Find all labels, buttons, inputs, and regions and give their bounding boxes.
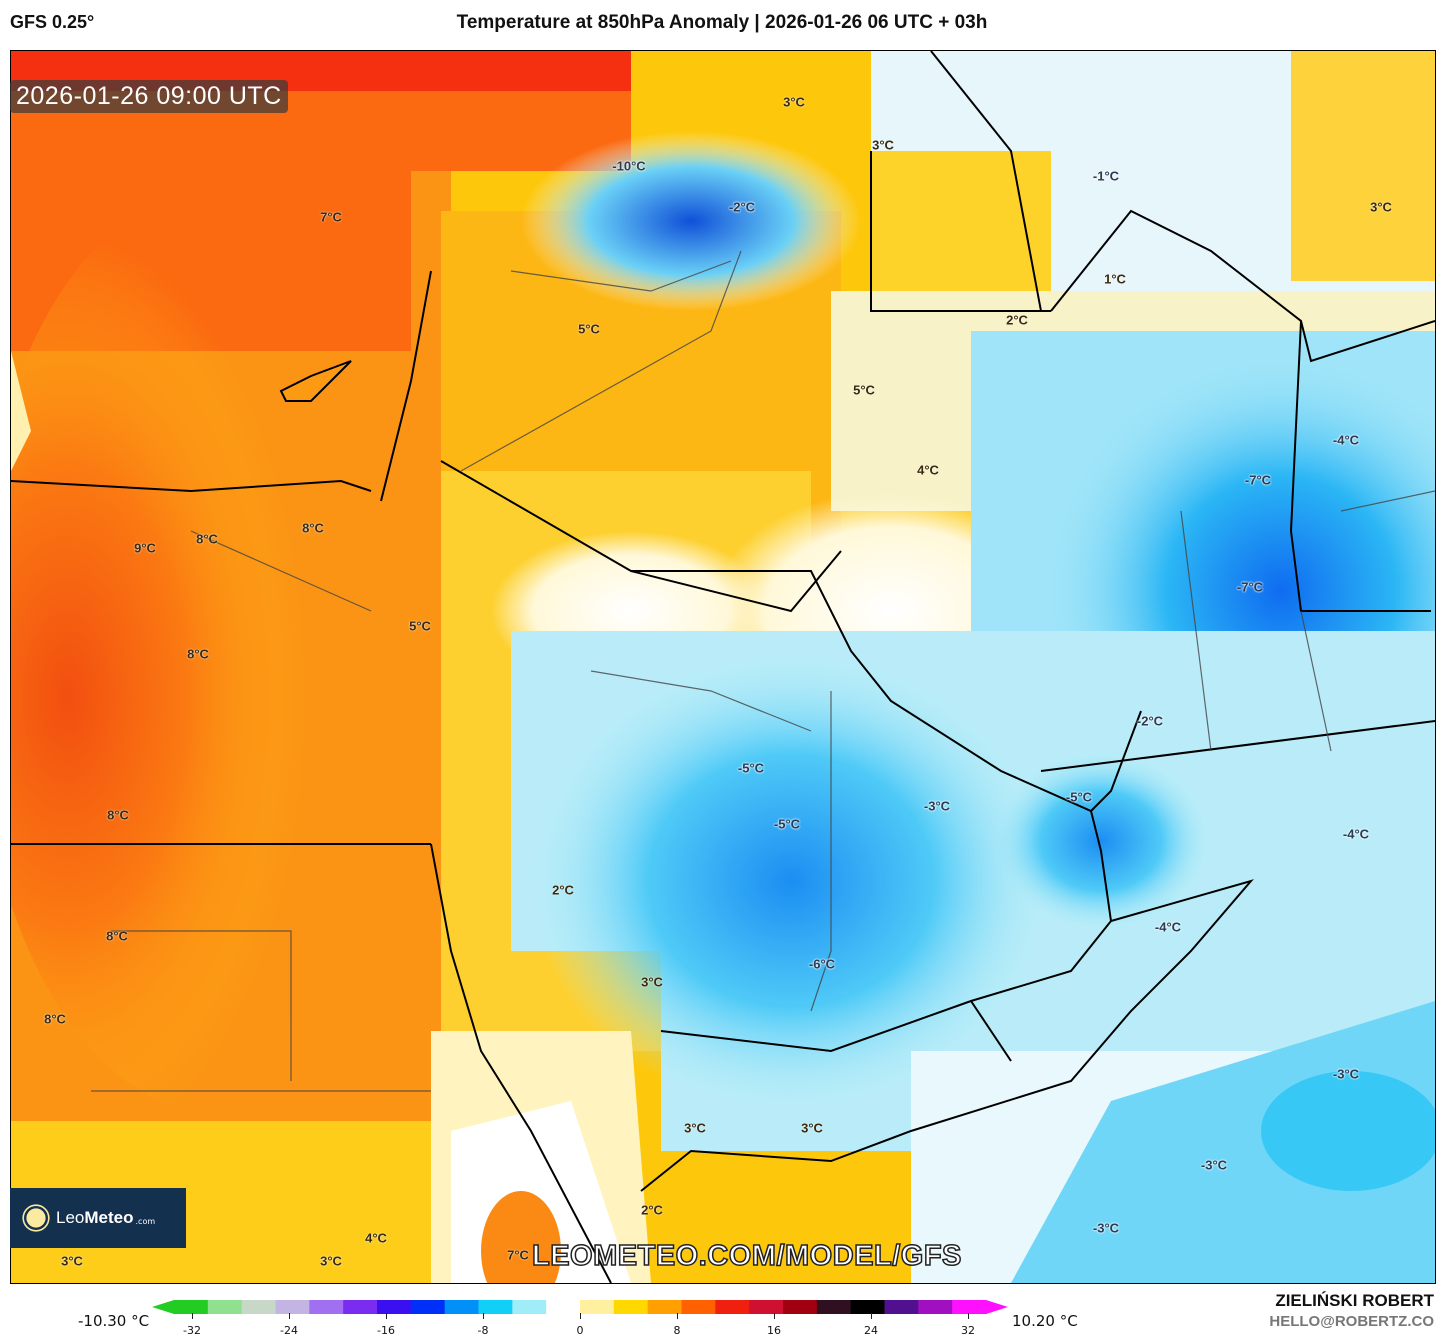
- tick-mark: [580, 1313, 581, 1319]
- tick-label: -16: [377, 1324, 395, 1337]
- temperature-label: 5°C: [409, 618, 431, 634]
- tick-mark: [677, 1313, 678, 1319]
- leometeo-logo[interactable]: Leo Meteo .com: [10, 1188, 186, 1248]
- temperature-label: -4°C: [1342, 826, 1370, 842]
- sun-icon: [26, 1208, 46, 1228]
- temperature-label: -5°C: [773, 816, 801, 832]
- tick-mark: [968, 1313, 969, 1319]
- temperature-label: -4°C: [1154, 919, 1182, 935]
- temperature-label: -7°C: [1236, 579, 1264, 595]
- tick-mark: [192, 1313, 193, 1319]
- anomaly-map[interactable]: -10°C 3°C 3°C -2°C -1°C 3°C 1°C 2°C 7°C 5°C 5°C 4°C…: [10, 50, 1436, 1284]
- temperature-label: -6°C: [808, 956, 836, 972]
- temperature-label: 3°C: [801, 1120, 823, 1136]
- tick-mark: [386, 1313, 387, 1319]
- logo-text-suffix: .com: [135, 1216, 156, 1226]
- temperature-label: -3°C: [1092, 1220, 1120, 1236]
- tick-mark: [483, 1313, 484, 1319]
- logo-text-bold: Meteo: [84, 1208, 134, 1227]
- temperature-label: 9°C: [134, 540, 156, 556]
- temperature-label: 5°C: [578, 321, 600, 337]
- temperature-label: -10°C: [612, 158, 646, 174]
- tick-label: -32: [183, 1324, 201, 1337]
- temperature-label: 3°C: [1370, 199, 1392, 215]
- temperature-label: 3°C: [783, 94, 805, 110]
- tick-mark: [289, 1313, 290, 1319]
- page-title: Temperature at 850hPa Anomaly | 2026-01-…: [456, 12, 988, 33]
- model-label: GFS 0.25°: [10, 12, 95, 32]
- tick-mark: [774, 1313, 775, 1319]
- temperature-label: -3°C: [923, 798, 951, 814]
- author-name: ZIELIŃSKI ROBERT: [1275, 1291, 1434, 1310]
- tick-label: 8: [673, 1324, 681, 1337]
- colorbar-max-label: 10.20 °C: [1012, 1312, 1078, 1330]
- watermark-url: LEOMETEO.COM/MODEL/GFS: [531, 1239, 962, 1273]
- temperature-label: 8°C: [107, 807, 129, 823]
- temperature-label: -1°C: [1092, 168, 1120, 184]
- temperature-label: 5°C: [853, 382, 875, 398]
- colorbar: [152, 1300, 1008, 1314]
- temperature-label: -5°C: [737, 760, 765, 776]
- temperature-label: 3°C: [641, 974, 663, 990]
- temperature-label: 3°C: [684, 1120, 706, 1136]
- temperature-label: 3°C: [320, 1253, 342, 1269]
- temperature-label: 1°C: [1104, 271, 1126, 287]
- temperature-label: 8°C: [187, 646, 209, 662]
- temperature-label: 3°C: [61, 1253, 83, 1269]
- temperature-label: -2°C: [1136, 713, 1164, 729]
- temperature-label: 3°C: [872, 137, 894, 153]
- temperature-label: -5°C: [1065, 789, 1093, 805]
- valid-time-badge: 2026-01-26 09:00 UTC: [10, 80, 288, 113]
- temperature-label: 8°C: [196, 531, 218, 547]
- temperature-label: 2°C: [1006, 312, 1028, 328]
- temperature-label: -2°C: [728, 199, 756, 215]
- temperature-label: 4°C: [917, 462, 939, 478]
- tick-label: -8: [477, 1324, 489, 1337]
- tick-label: 24: [864, 1324, 878, 1337]
- temperature-label: 7°C: [320, 209, 342, 225]
- temperature-label: 7°C: [507, 1247, 529, 1263]
- temperature-label: -3°C: [1332, 1066, 1360, 1082]
- map-fill: [11, 51, 1435, 1283]
- temperature-label: 8°C: [44, 1011, 66, 1027]
- tick-label: 0: [576, 1324, 584, 1337]
- temperature-label: -7°C: [1244, 472, 1272, 488]
- temperature-label: -3°C: [1200, 1157, 1228, 1173]
- logo-text-light: Leo: [56, 1208, 85, 1227]
- temperature-label: 2°C: [641, 1202, 663, 1218]
- tick-label: 16: [767, 1324, 781, 1337]
- temperature-label: 2°C: [552, 882, 574, 898]
- author-email[interactable]: HELLO@ROBERTZ.CO: [1269, 1313, 1434, 1330]
- tick-mark: [871, 1313, 872, 1319]
- temperature-label: 8°C: [302, 520, 324, 536]
- temperature-label: 8°C: [106, 928, 128, 944]
- temperature-label: 4°C: [365, 1230, 387, 1246]
- colorbar-min-label: -10.30 °C: [78, 1312, 150, 1330]
- tick-label: 32: [961, 1324, 975, 1337]
- temperature-label: -4°C: [1332, 432, 1360, 448]
- tick-label: -24: [280, 1324, 298, 1337]
